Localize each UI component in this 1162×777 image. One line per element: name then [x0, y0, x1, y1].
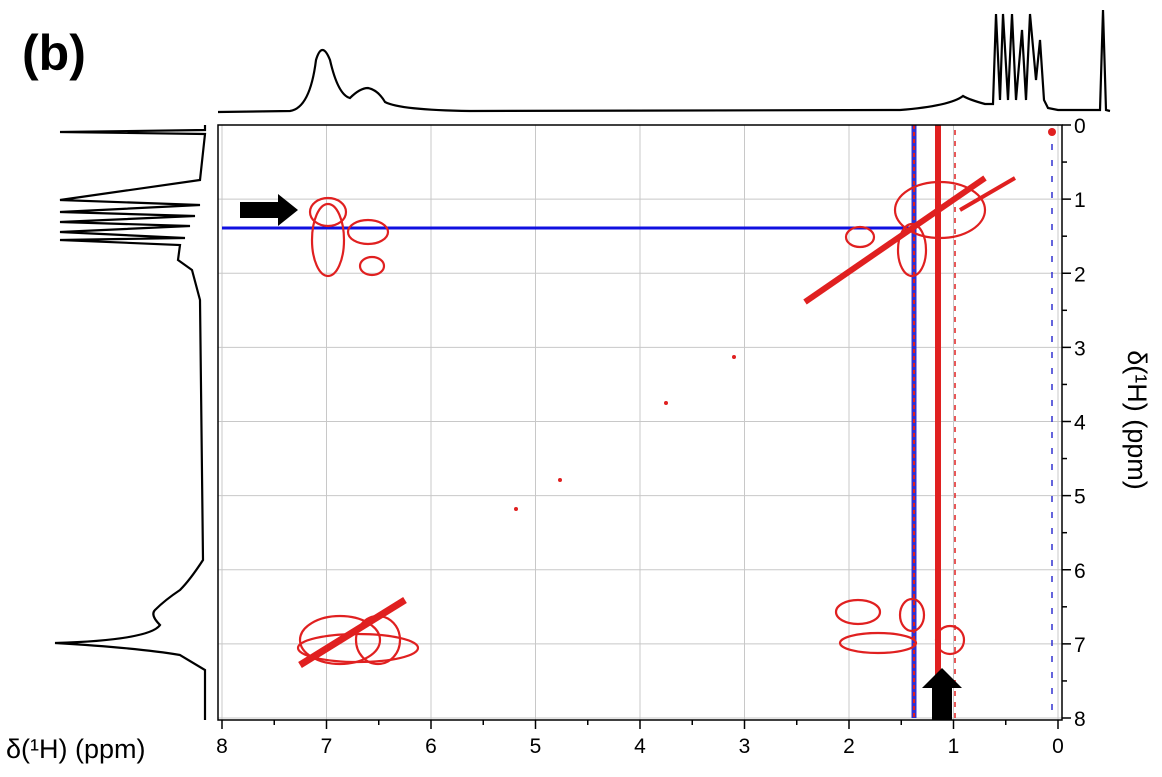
- contour: [893, 180, 987, 240]
- x-tick-label: 0: [1052, 735, 1064, 758]
- ticks: 8 7 6 5 4 3 2 1 0 0 1 2 3 4 5 6 7 8: [216, 115, 1086, 758]
- x-tick-label: 4: [634, 735, 646, 758]
- contour: [296, 632, 420, 664]
- y-tick-label: 2: [1074, 263, 1086, 286]
- y-tick-label: 4: [1074, 412, 1086, 435]
- grid: [218, 124, 1062, 720]
- contour: [346, 218, 390, 246]
- contour: [934, 624, 966, 656]
- x-tick-label: 7: [321, 735, 333, 758]
- peak: [514, 507, 518, 511]
- y-tick-label: 5: [1074, 486, 1086, 509]
- contour: [310, 202, 346, 278]
- x-tick-label: 2: [843, 735, 855, 758]
- contour: [896, 222, 928, 278]
- contour: [308, 196, 348, 228]
- x-tick-label: 8: [216, 735, 228, 758]
- contour: [844, 225, 876, 249]
- diagonal: [803, 175, 987, 305]
- projection-top: [217, 9, 1111, 114]
- spectrum-2d: [222, 125, 1056, 718]
- diagonal: [298, 597, 407, 668]
- x-tick-label: 5: [530, 735, 542, 758]
- x-tick-label: 6: [425, 735, 437, 758]
- peak: [664, 401, 668, 405]
- y-tick-label: 3: [1074, 337, 1086, 360]
- peak: [1048, 128, 1056, 136]
- peak: [732, 355, 736, 359]
- y-tick-label: 6: [1074, 560, 1086, 583]
- panel-label: (b): [22, 25, 86, 81]
- x-tick-label: 3: [739, 735, 751, 758]
- projection-left: [54, 125, 207, 720]
- y-tick-label: 8: [1074, 708, 1086, 731]
- y-tick-label: 1: [1074, 189, 1086, 212]
- x-axis-label: δ(¹H) (ppm): [6, 734, 146, 764]
- y-axis-label: δ(¹H) (ppm): [1122, 350, 1152, 490]
- y-tick-label: 7: [1074, 634, 1086, 657]
- peak: [558, 478, 562, 482]
- arrow: [922, 668, 962, 720]
- y-tick-label: 0: [1074, 115, 1086, 138]
- contour: [898, 597, 926, 633]
- contour: [834, 598, 882, 626]
- contour: [298, 614, 382, 666]
- contour: [358, 255, 386, 277]
- diagonal: [958, 176, 1017, 212]
- contour: [838, 631, 918, 655]
- x-tick-label: 1: [948, 735, 960, 758]
- arrow: [240, 194, 298, 226]
